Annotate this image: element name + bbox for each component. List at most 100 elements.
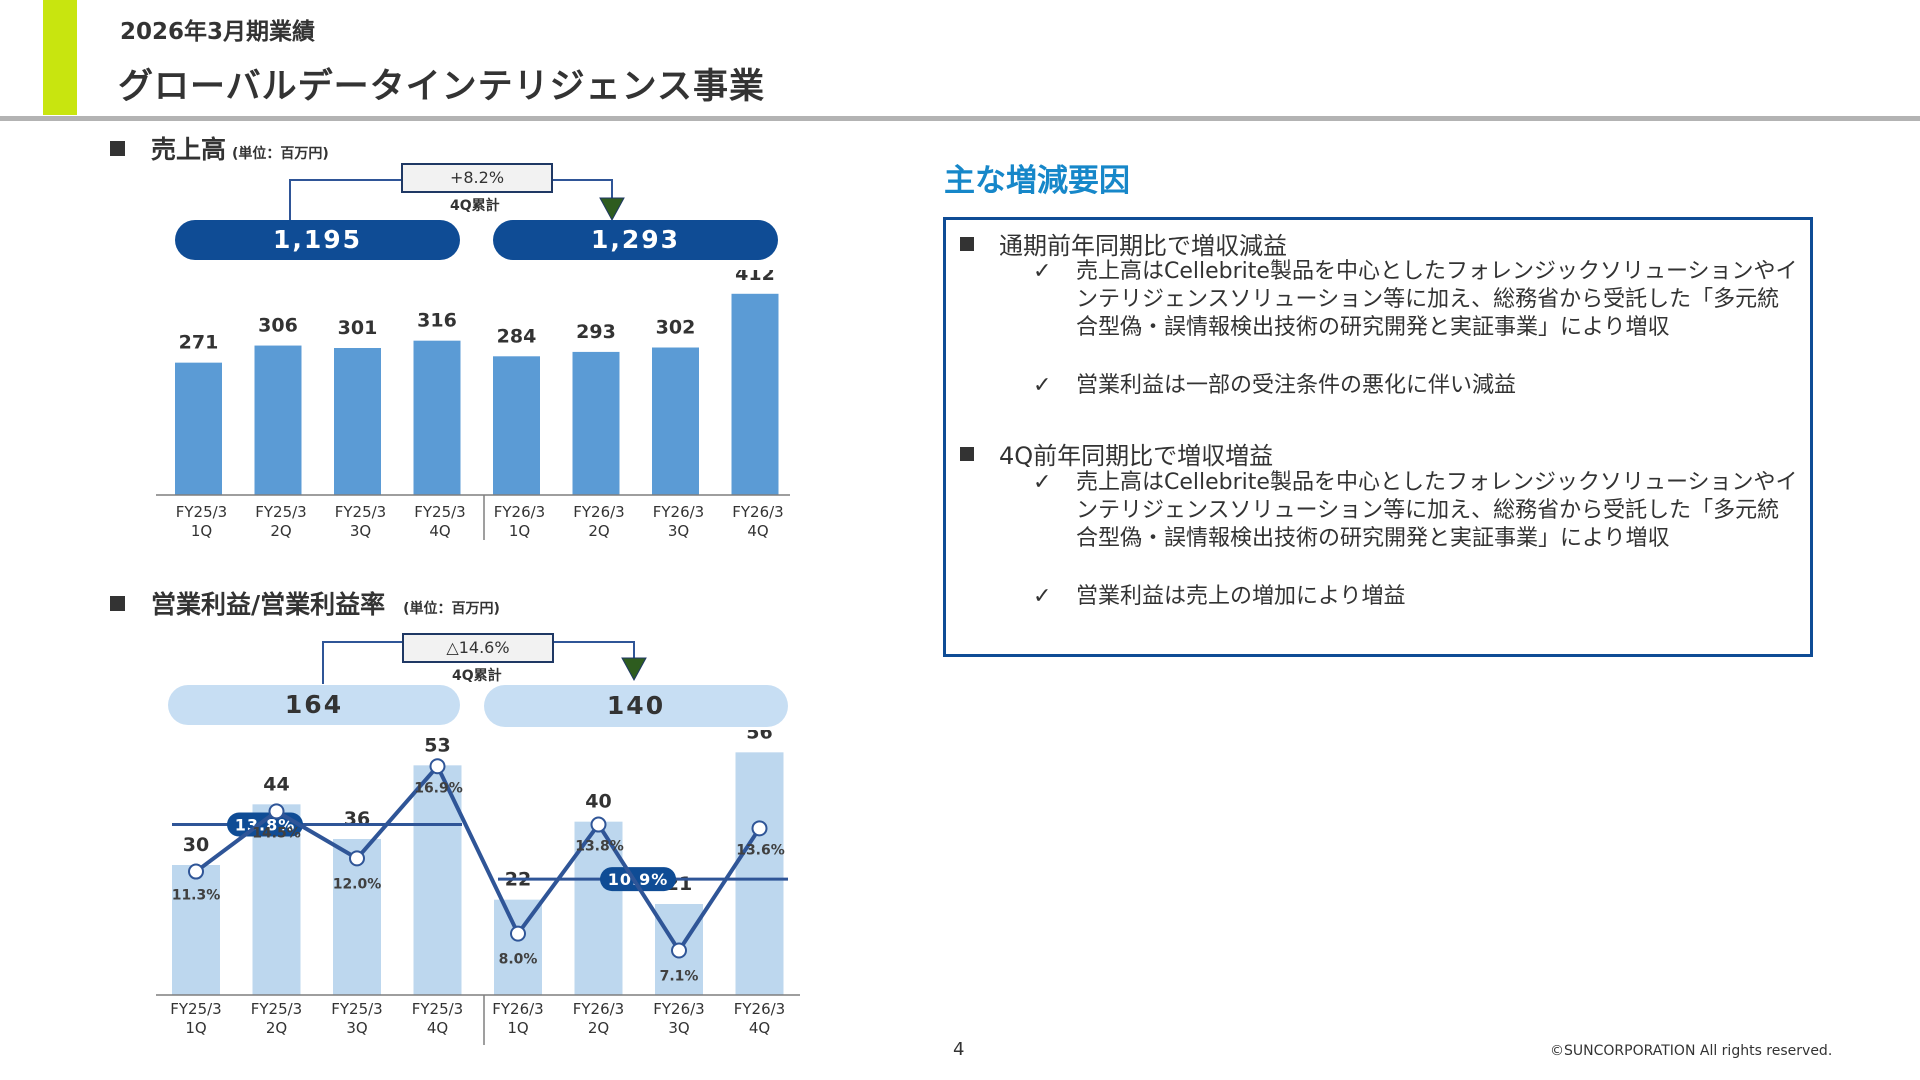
x-tick-label: FY25/3 2Q (255, 503, 306, 540)
x-tick-label: FY26/3 4Q (732, 503, 783, 540)
sales-total-prev: 1,195 (175, 220, 460, 260)
page-title: グローバルデータインテリジェンス事業 (118, 67, 765, 107)
op-cumulative-label: 4Q累計 (452, 668, 502, 684)
x-tick-label: FY26/3 3Q (653, 1000, 704, 1037)
check-icon: ✓ (1033, 373, 1052, 398)
data-label: 56 (746, 730, 772, 743)
factor-item: ✓ 売上高はCellebrite製品を中心としたフォレンジックソリューションやイン… (1033, 259, 1798, 340)
margin-line (194, 764, 762, 953)
margin-point (268, 803, 285, 820)
margin-label: 13.6% (736, 842, 785, 858)
margin-label: 13.8% (575, 839, 624, 855)
op-total-curr: 140 (484, 685, 788, 727)
bar (494, 899, 542, 995)
square-bullet-icon (110, 596, 125, 611)
data-label: 316 (417, 310, 457, 332)
x-tick-label: FY25/3 1Q (170, 1000, 221, 1037)
margin-label: 8.0% (499, 952, 538, 968)
bar (334, 348, 381, 495)
x-tick-label: FY26/3 4Q (734, 1000, 785, 1037)
sales-total-curr: 1,293 (493, 220, 778, 260)
margin-point (510, 925, 526, 942)
margin-label: 7.1% (660, 969, 699, 985)
page-number: 4 (953, 1039, 965, 1060)
op-combo-chart: 30 FY25/3 1Q 44 FY25/3 2Q 36 FY25/3 3Q 53 FY25/3 4Q… (156, 730, 800, 1045)
sales-cumulative-label: 4Q累計 (450, 198, 500, 214)
op-title: 営業利益/営業利益率 (151, 590, 386, 619)
data-label: 284 (497, 325, 537, 347)
x-tick-label: FY26/3 2Q (573, 503, 624, 540)
data-label: 302 (656, 317, 696, 339)
data-label: 412 (735, 270, 775, 285)
accent-bar (43, 0, 77, 115)
margin-label: 16.9% (414, 780, 463, 796)
copyright: ©SUNCORPORATION All rights reserved. (1550, 1043, 1833, 1059)
x-tick-label: FY25/3 4Q (414, 503, 465, 540)
factor-item: ✓ 営業利益は一部の受注条件の悪化に伴い減益 (1033, 373, 1517, 398)
data-label: 36 (344, 808, 370, 830)
x-tick-label: FY26/3 1Q (492, 1000, 543, 1037)
x-tick-label: FY26/3 3Q (653, 503, 704, 540)
data-label: 44 (263, 773, 289, 795)
check-icon: ✓ (1033, 584, 1052, 609)
margin-point (188, 863, 204, 880)
bar (175, 362, 222, 495)
op-total-prev: 164 (168, 685, 460, 725)
margin-point (349, 850, 365, 867)
sales-growth-box: +8.2% (401, 163, 553, 193)
check-icon: ✓ (1033, 470, 1052, 495)
bar (652, 347, 699, 495)
page-subtitle: 2026年3月期業績 (120, 19, 316, 45)
x-tick-label: FY25/3 4Q (412, 1000, 463, 1037)
factor-heading-1: 通期前年同期比で増収減益 (960, 226, 1287, 261)
data-label: 53 (424, 734, 450, 756)
x-tick-label: FY25/3 3Q (331, 1000, 382, 1037)
header-divider (0, 116, 1920, 121)
margin-point (590, 816, 607, 833)
average-margin-label: 10.9% (608, 870, 669, 889)
bar (413, 340, 461, 495)
data-label: 40 (585, 791, 611, 813)
op-growth-box: △14.6% (402, 633, 554, 663)
x-tick-label: FY25/3 2Q (251, 1000, 302, 1037)
bar (493, 356, 540, 495)
data-label: 306 (258, 315, 298, 337)
margin-point (751, 820, 768, 837)
op-section-title: 営業利益/営業利益率 (単位：百万円) (110, 585, 500, 621)
factor-item: ✓ 売上高はCellebrite製品を中心としたフォレンジックソリューションやイン… (1033, 470, 1798, 551)
margin-label: 12.0% (333, 876, 382, 892)
average-margin-badge (227, 812, 303, 837)
bar (572, 351, 620, 495)
x-tick-label: FY26/3 2Q (573, 1000, 624, 1037)
comparison-connectors (289, 179, 647, 684)
average-margin-badge (600, 867, 676, 892)
factor-item: ✓ 営業利益は売上の増加により増益 (1033, 584, 1406, 609)
data-label: 293 (576, 321, 616, 343)
square-bullet-icon (960, 237, 974, 251)
square-bullet-icon (110, 141, 125, 156)
square-bullet-icon (960, 447, 974, 461)
margin-label: 14.5% (252, 825, 301, 841)
bar (735, 752, 784, 995)
bar (731, 293, 779, 495)
sales-unit: (単位：百万円) (232, 146, 329, 162)
bar (172, 865, 220, 995)
x-tick-label: FY25/3 3Q (335, 503, 386, 540)
factors-panel (943, 217, 1813, 657)
data-label: 271 (179, 332, 219, 354)
op-unit: (単位：百万円) (403, 601, 500, 617)
margin-label: 11.3% (172, 888, 221, 904)
factor-heading-2: 4Q前年同期比で増収増益 (960, 436, 1273, 471)
check-icon: ✓ (1033, 259, 1052, 284)
x-tick-label: FY26/3 1Q (494, 503, 545, 540)
bar (254, 345, 302, 495)
sales-section-title: 売上高 (単位：百万円) (110, 130, 329, 166)
factors-title: 主な増減要因 (944, 163, 1130, 199)
margin-point (671, 942, 687, 959)
x-tick-label: FY25/3 1Q (176, 503, 227, 540)
margin-point (429, 758, 446, 775)
sales-title: 売上高 (151, 135, 227, 164)
data-label: 301 (338, 317, 378, 339)
data-label: 30 (183, 834, 209, 856)
sales-bar-chart: 271 FY25/3 1Q 306 FY25/3 2Q 301 FY25/3 3Q 316 FY25… (156, 270, 790, 540)
